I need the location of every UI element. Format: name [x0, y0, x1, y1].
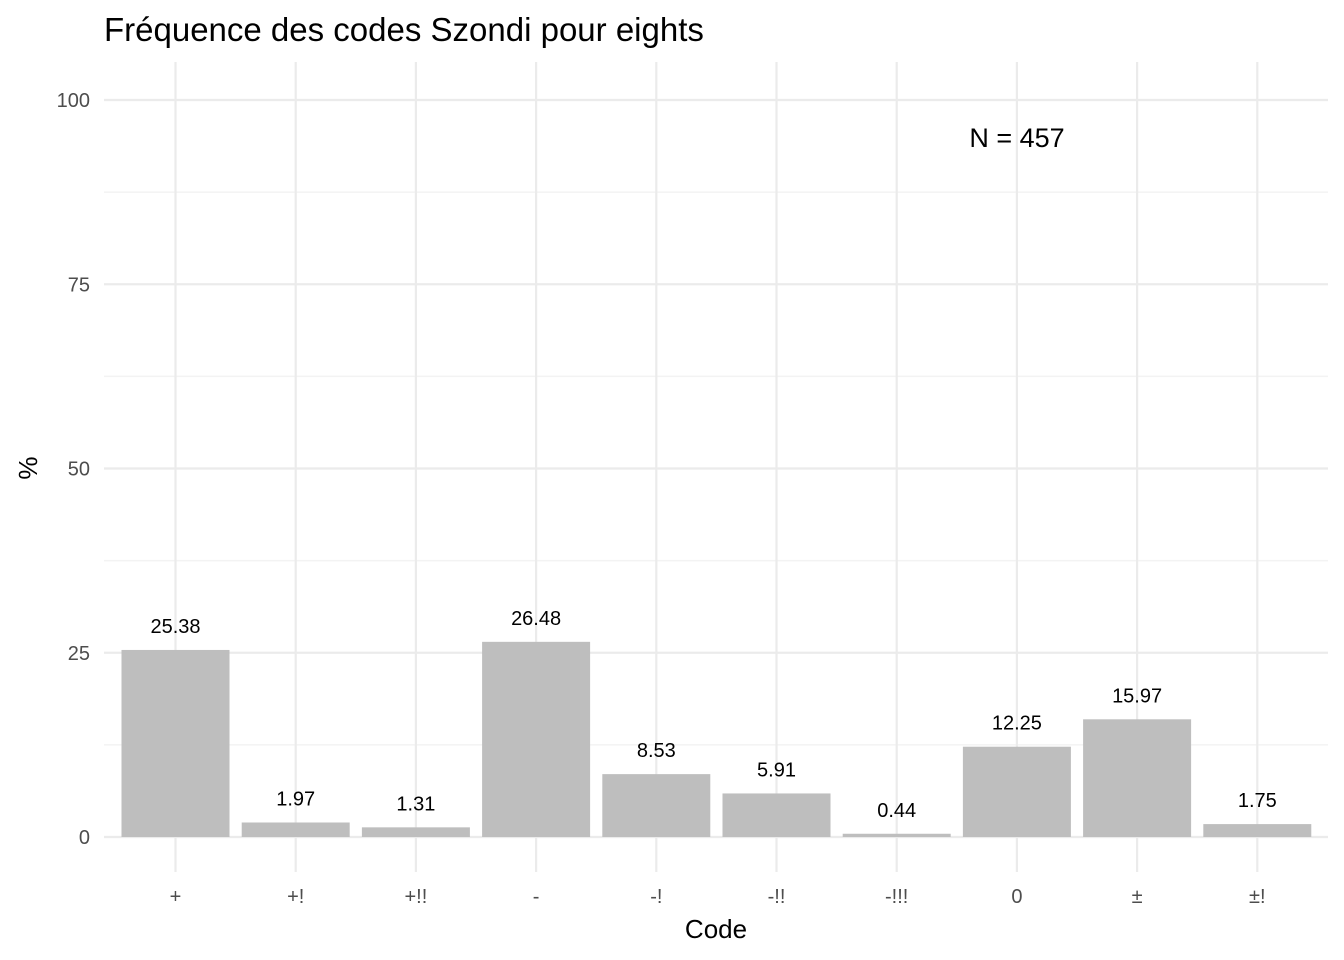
bar-value-label: 25.38 — [150, 616, 200, 638]
y-axis-tick-labels: 0 25 50 75 100 — [57, 90, 90, 849]
bar — [361, 827, 470, 837]
bar-value-label: 8.53 — [637, 740, 676, 762]
x-tick-label: -! — [650, 886, 662, 908]
y-tick-label: 75 — [68, 274, 90, 296]
bar — [962, 746, 1071, 837]
x-tick-label: - — [533, 886, 540, 908]
x-tick-label: -!!! — [885, 886, 908, 908]
bar — [602, 774, 711, 837]
y-axis-title: % — [13, 456, 43, 479]
chart-title: Fréquence des codes Szondi pour eights — [104, 11, 704, 48]
bar — [722, 793, 831, 837]
x-tick-label: + — [170, 886, 182, 908]
sample-size-annotation: N = 457 — [969, 123, 1064, 153]
bar-value-label: 1.75 — [1238, 790, 1277, 812]
y-tick-label: 25 — [68, 643, 90, 665]
x-tick-label: 0 — [1011, 886, 1022, 908]
bar-value-label: 0.44 — [877, 800, 916, 822]
bar — [121, 649, 230, 837]
x-tick-label: -!! — [768, 886, 786, 908]
bar — [842, 833, 951, 837]
bar-value-labels: 25.38 1.97 1.31 26.48 8.53 5.91 0.44 12.25 15.97… — [150, 608, 1276, 822]
bar-value-label: 5.91 — [757, 759, 796, 781]
x-axis-tick-labels: + +! +!! - -! -!! -!!! 0 ± ±! — [170, 886, 1266, 908]
x-tick-label: +!! — [405, 886, 428, 908]
y-tick-label: 100 — [57, 90, 90, 112]
x-axis-title: Code — [685, 914, 747, 944]
bar — [482, 641, 591, 837]
bar-value-label: 1.31 — [396, 793, 435, 815]
x-tick-label: ±! — [1249, 886, 1266, 908]
x-tick-label: ± — [1132, 886, 1143, 908]
y-tick-label: 50 — [68, 459, 90, 481]
x-tick-label: +! — [287, 886, 304, 908]
grid-lines — [104, 62, 1328, 872]
bar-value-label: 26.48 — [511, 608, 561, 630]
bar — [241, 822, 350, 837]
bar-value-label: 1.97 — [276, 788, 315, 810]
bar — [1203, 824, 1312, 837]
y-tick-label: 0 — [79, 827, 90, 849]
bar — [1083, 719, 1192, 837]
bar-value-label: 12.25 — [992, 713, 1042, 735]
bar-value-label: 15.97 — [1112, 685, 1162, 707]
bars — [121, 641, 1312, 837]
